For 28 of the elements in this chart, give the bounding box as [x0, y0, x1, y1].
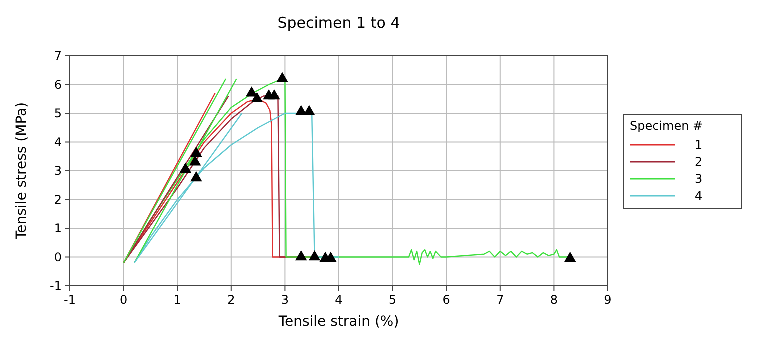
- legend-label: 3: [695, 172, 703, 186]
- x-tick-label: 2: [228, 293, 236, 307]
- y-tick-label: -1: [50, 279, 62, 293]
- x-tick-label: 3: [281, 293, 290, 307]
- y-tick-label: 4: [54, 135, 62, 150]
- y-tick-label: 6: [54, 78, 62, 92]
- x-tick-label: 1: [174, 293, 182, 307]
- y-tick-label: 3: [54, 164, 62, 178]
- y-tick-label: 5: [54, 106, 62, 120]
- x-tick-label: 9: [604, 293, 612, 307]
- x-tick-label: -1: [64, 293, 76, 307]
- y-axis-title: Tensile stress (MPa): [14, 102, 30, 241]
- y-tick-label: 7: [54, 49, 62, 63]
- x-tick-label: 5: [388, 293, 397, 307]
- chart-title: Specimen 1 to 4: [278, 14, 400, 32]
- legend-label: 4: [695, 189, 703, 203]
- y-tick-label: 1: [54, 222, 62, 236]
- legend-title: Specimen #: [630, 119, 704, 133]
- y-tick-label: 0: [54, 250, 62, 264]
- x-tick-label: 6: [442, 293, 450, 307]
- x-tick-label: 4: [335, 293, 343, 307]
- legend-label: 2: [695, 155, 703, 169]
- x-tick-label: 8: [550, 293, 558, 307]
- y-tick-label: 2: [54, 192, 62, 207]
- x-tick-label: 7: [496, 293, 504, 307]
- x-axis-title: Tensile strain (%): [278, 314, 400, 330]
- x-tick-label: 0: [120, 293, 128, 307]
- legend-label: 1: [695, 138, 703, 152]
